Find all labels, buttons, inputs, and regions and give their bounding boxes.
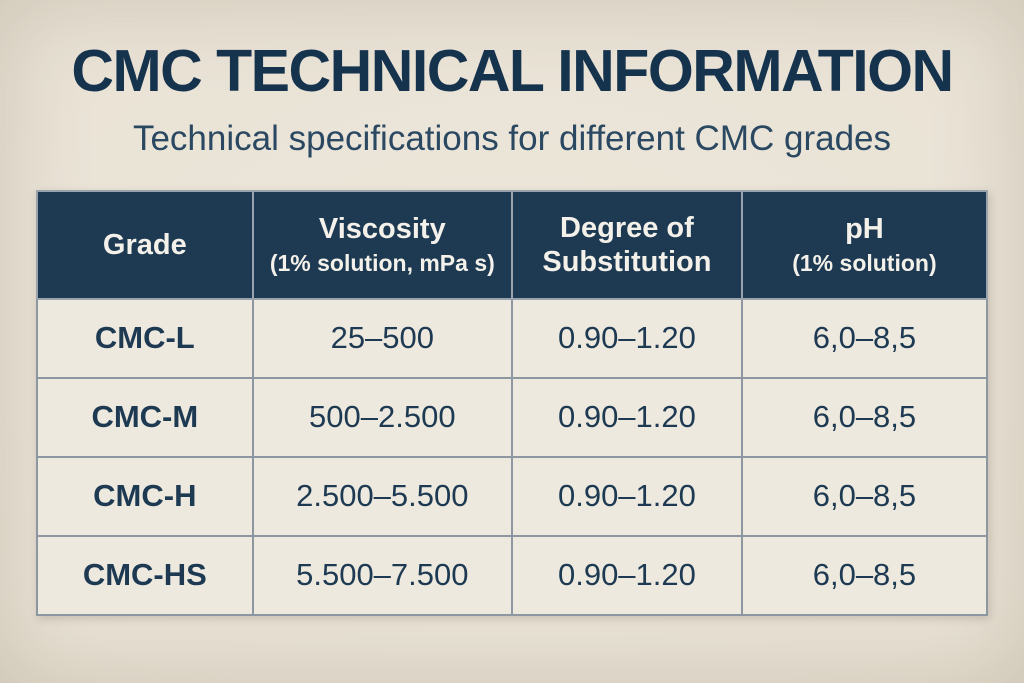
cell-ph: 6,0–8,5: [740, 534, 989, 616]
cell-viscosity: 2.500–5.500: [251, 455, 513, 537]
cell-degree: 0.90–1.20: [510, 455, 743, 537]
header-cell-viscosity: Viscosity (1% solution, mPa s): [251, 189, 513, 300]
cell-viscosity: 25–500: [251, 297, 513, 379]
header-row: Grade Viscosity (1% solution, mPa s) Deg…: [36, 189, 989, 300]
cell-degree: 0.90–1.20: [510, 376, 743, 458]
cell-viscosity: 500–2.500: [251, 376, 513, 458]
cell-grade: CMC-H: [36, 455, 254, 537]
header-label: Viscosity: [318, 212, 446, 245]
header-sublabel: (1% solution, mPa s): [269, 249, 495, 276]
header-label: Grade: [102, 228, 187, 261]
cell-degree: 0.90–1.20: [510, 534, 743, 616]
cmc-specs-table: Grade Viscosity (1% solution, mPa s) Deg…: [36, 189, 989, 616]
header-label: pH: [845, 212, 884, 245]
cell-ph: 6,0–8,5: [740, 297, 989, 379]
header-cell-degree-of-substitution: Degree of Substitution: [510, 189, 743, 300]
infographic: CMC TECHNICAL INFORMATION Technical spec…: [36, 38, 989, 616]
table-row: CMC-L 25–500 0.90–1.20 6,0–8,5: [36, 297, 989, 379]
table-body: CMC-L 25–500 0.90–1.20 6,0–8,5 CMC-M 500…: [36, 297, 989, 616]
page-subtitle: Technical specifications for different C…: [132, 118, 892, 158]
cell-viscosity: 5.500–7.500: [251, 534, 513, 616]
cell-grade: CMC-L: [36, 297, 254, 379]
header-sublabel: (1% solution): [792, 249, 937, 276]
header-cell-grade: Grade: [36, 189, 254, 300]
cell-degree: 0.90–1.20: [510, 297, 743, 379]
table-row: CMC-H 2.500–5.500 0.90–1.20 6,0–8,5: [36, 455, 989, 537]
page-title: CMC TECHNICAL INFORMATION: [71, 38, 954, 104]
cell-ph: 6,0–8,5: [740, 455, 989, 537]
table-row: CMC-M 500–2.500 0.90–1.20 6,0–8,5: [36, 376, 989, 458]
header-cell-ph: pH (1% solution): [740, 189, 989, 300]
table-row: CMC-HS 5.500–7.500 0.90–1.20 6,0–8,5: [36, 534, 989, 616]
header-label: Degree of Substitution: [542, 211, 712, 278]
table-header: Grade Viscosity (1% solution, mPa s) Deg…: [36, 189, 989, 300]
cell-grade: CMC-HS: [36, 534, 254, 616]
cell-ph: 6,0–8,5: [740, 376, 989, 458]
cell-grade: CMC-M: [36, 376, 254, 458]
